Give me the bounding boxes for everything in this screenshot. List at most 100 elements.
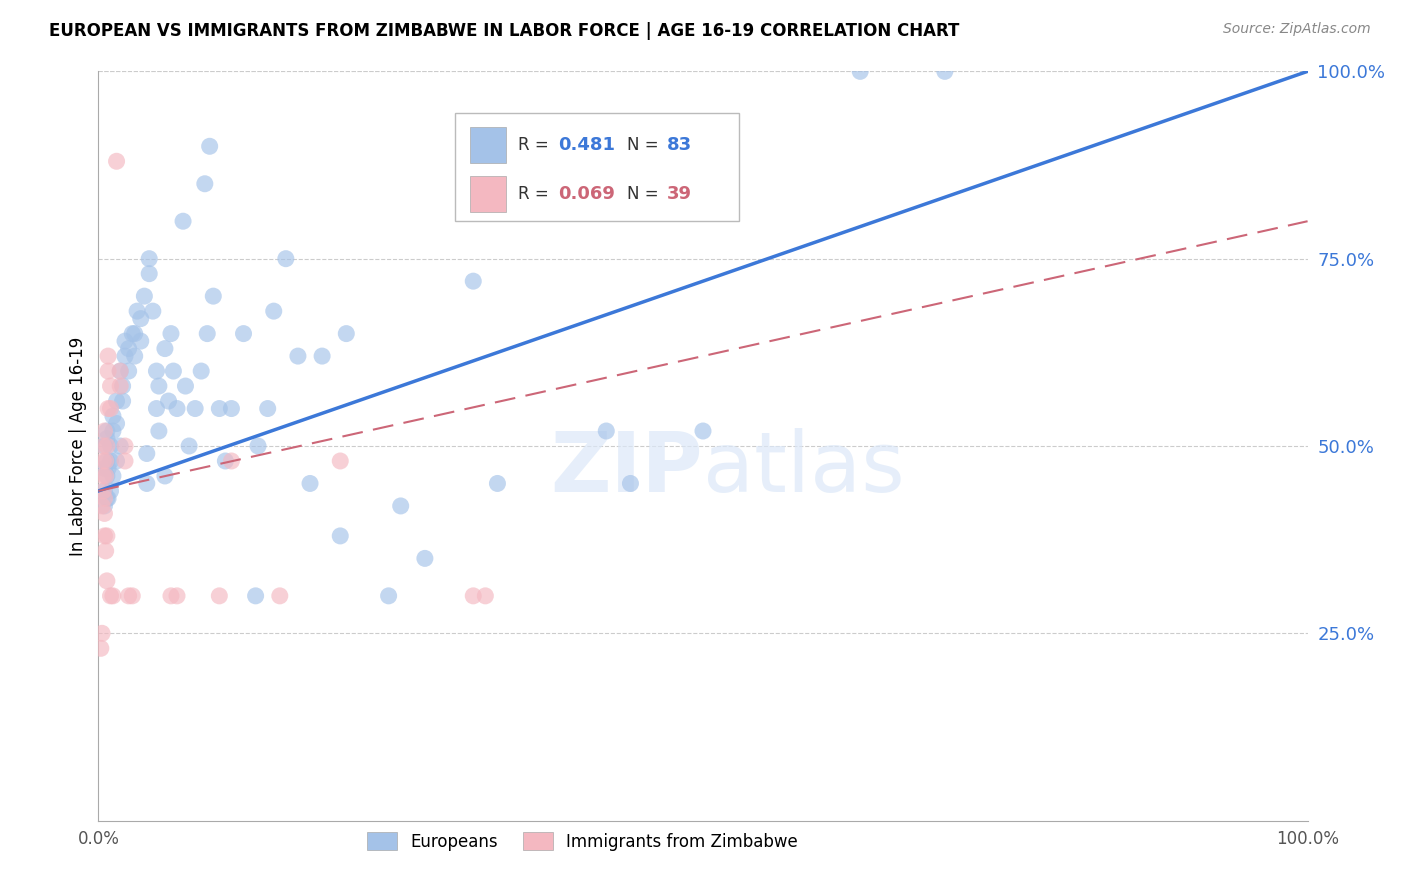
Point: [96, 529, 118, 543]
Text: 0.069: 0.069: [558, 185, 614, 203]
Point: [91, 483, 114, 498]
Point: [91, 626, 114, 640]
Point: [96, 469, 118, 483]
Point: [190, 364, 212, 378]
Point: [138, 267, 160, 281]
Point: [105, 154, 128, 169]
Point: [94, 544, 117, 558]
Point: [463, 274, 485, 288]
Point: [100, 379, 122, 393]
Point: [93, 529, 115, 543]
Point: [100, 439, 122, 453]
FancyBboxPatch shape: [470, 176, 506, 212]
Point: [97, 461, 120, 475]
Point: [184, 401, 207, 416]
Point: [97, 364, 120, 378]
Point: [256, 401, 278, 416]
Text: ZIP: ZIP: [551, 428, 703, 509]
Point: [221, 454, 243, 468]
Point: [93, 461, 115, 475]
Point: [486, 476, 509, 491]
Point: [105, 394, 128, 409]
Point: [124, 326, 146, 341]
Point: [849, 64, 872, 78]
Point: [105, 417, 128, 431]
Point: [96, 439, 118, 453]
Point: [138, 252, 160, 266]
Point: [208, 401, 231, 416]
Text: N =: N =: [627, 136, 664, 154]
Point: [299, 476, 322, 491]
Point: [335, 326, 357, 341]
Point: [97, 349, 120, 363]
Point: [97, 491, 120, 506]
Point: [195, 326, 218, 341]
Text: EUROPEAN VS IMMIGRANTS FROM ZIMBABWE IN LABOR FORCE | AGE 16-19 CORRELATION CHAR: EUROPEAN VS IMMIGRANTS FROM ZIMBABWE IN …: [49, 22, 959, 40]
Point: [100, 454, 122, 468]
Point: [692, 424, 714, 438]
Point: [247, 439, 270, 453]
Point: [145, 364, 167, 378]
Point: [90, 641, 112, 656]
Point: [194, 177, 217, 191]
Point: [91, 499, 114, 513]
Point: [101, 424, 124, 438]
Point: [166, 589, 188, 603]
Point: [463, 589, 485, 603]
Point: [619, 476, 641, 491]
Point: [121, 326, 143, 341]
Text: 83: 83: [666, 136, 692, 154]
Point: [245, 589, 267, 603]
Text: atlas: atlas: [703, 428, 904, 509]
Point: [118, 342, 141, 356]
Point: [162, 364, 184, 378]
Point: [160, 589, 183, 603]
Point: [101, 409, 124, 423]
Point: [263, 304, 285, 318]
Point: [142, 304, 165, 318]
Point: [221, 401, 243, 416]
Point: [174, 379, 197, 393]
Point: [148, 379, 170, 393]
Point: [111, 379, 134, 393]
Point: [108, 364, 131, 378]
Point: [153, 342, 176, 356]
Point: [198, 139, 221, 153]
Point: [121, 589, 143, 603]
Text: 0.481: 0.481: [558, 136, 614, 154]
Point: [96, 491, 118, 506]
Point: [100, 401, 122, 416]
Point: [208, 589, 231, 603]
Point: [179, 439, 201, 453]
Point: [474, 589, 496, 603]
Point: [135, 446, 157, 460]
Point: [166, 401, 188, 416]
Point: [269, 589, 291, 603]
Point: [97, 401, 120, 416]
Point: [129, 334, 152, 348]
Point: [202, 289, 225, 303]
Point: [111, 394, 134, 409]
Point: [91, 439, 114, 453]
Point: [108, 364, 131, 378]
Point: [91, 454, 114, 468]
Point: [94, 469, 117, 483]
Point: [129, 311, 152, 326]
Point: [93, 439, 115, 453]
Point: [96, 432, 118, 446]
Point: [96, 424, 118, 438]
Point: [118, 589, 141, 603]
Point: [93, 491, 115, 506]
Point: [329, 454, 352, 468]
Point: [94, 454, 117, 468]
Point: [114, 454, 136, 468]
Point: [96, 454, 118, 468]
Point: [153, 469, 176, 483]
Point: [377, 589, 399, 603]
Point: [96, 574, 118, 588]
Point: [214, 454, 236, 468]
Point: [148, 424, 170, 438]
Point: [134, 289, 156, 303]
Point: [114, 439, 136, 453]
Text: 39: 39: [666, 185, 692, 203]
